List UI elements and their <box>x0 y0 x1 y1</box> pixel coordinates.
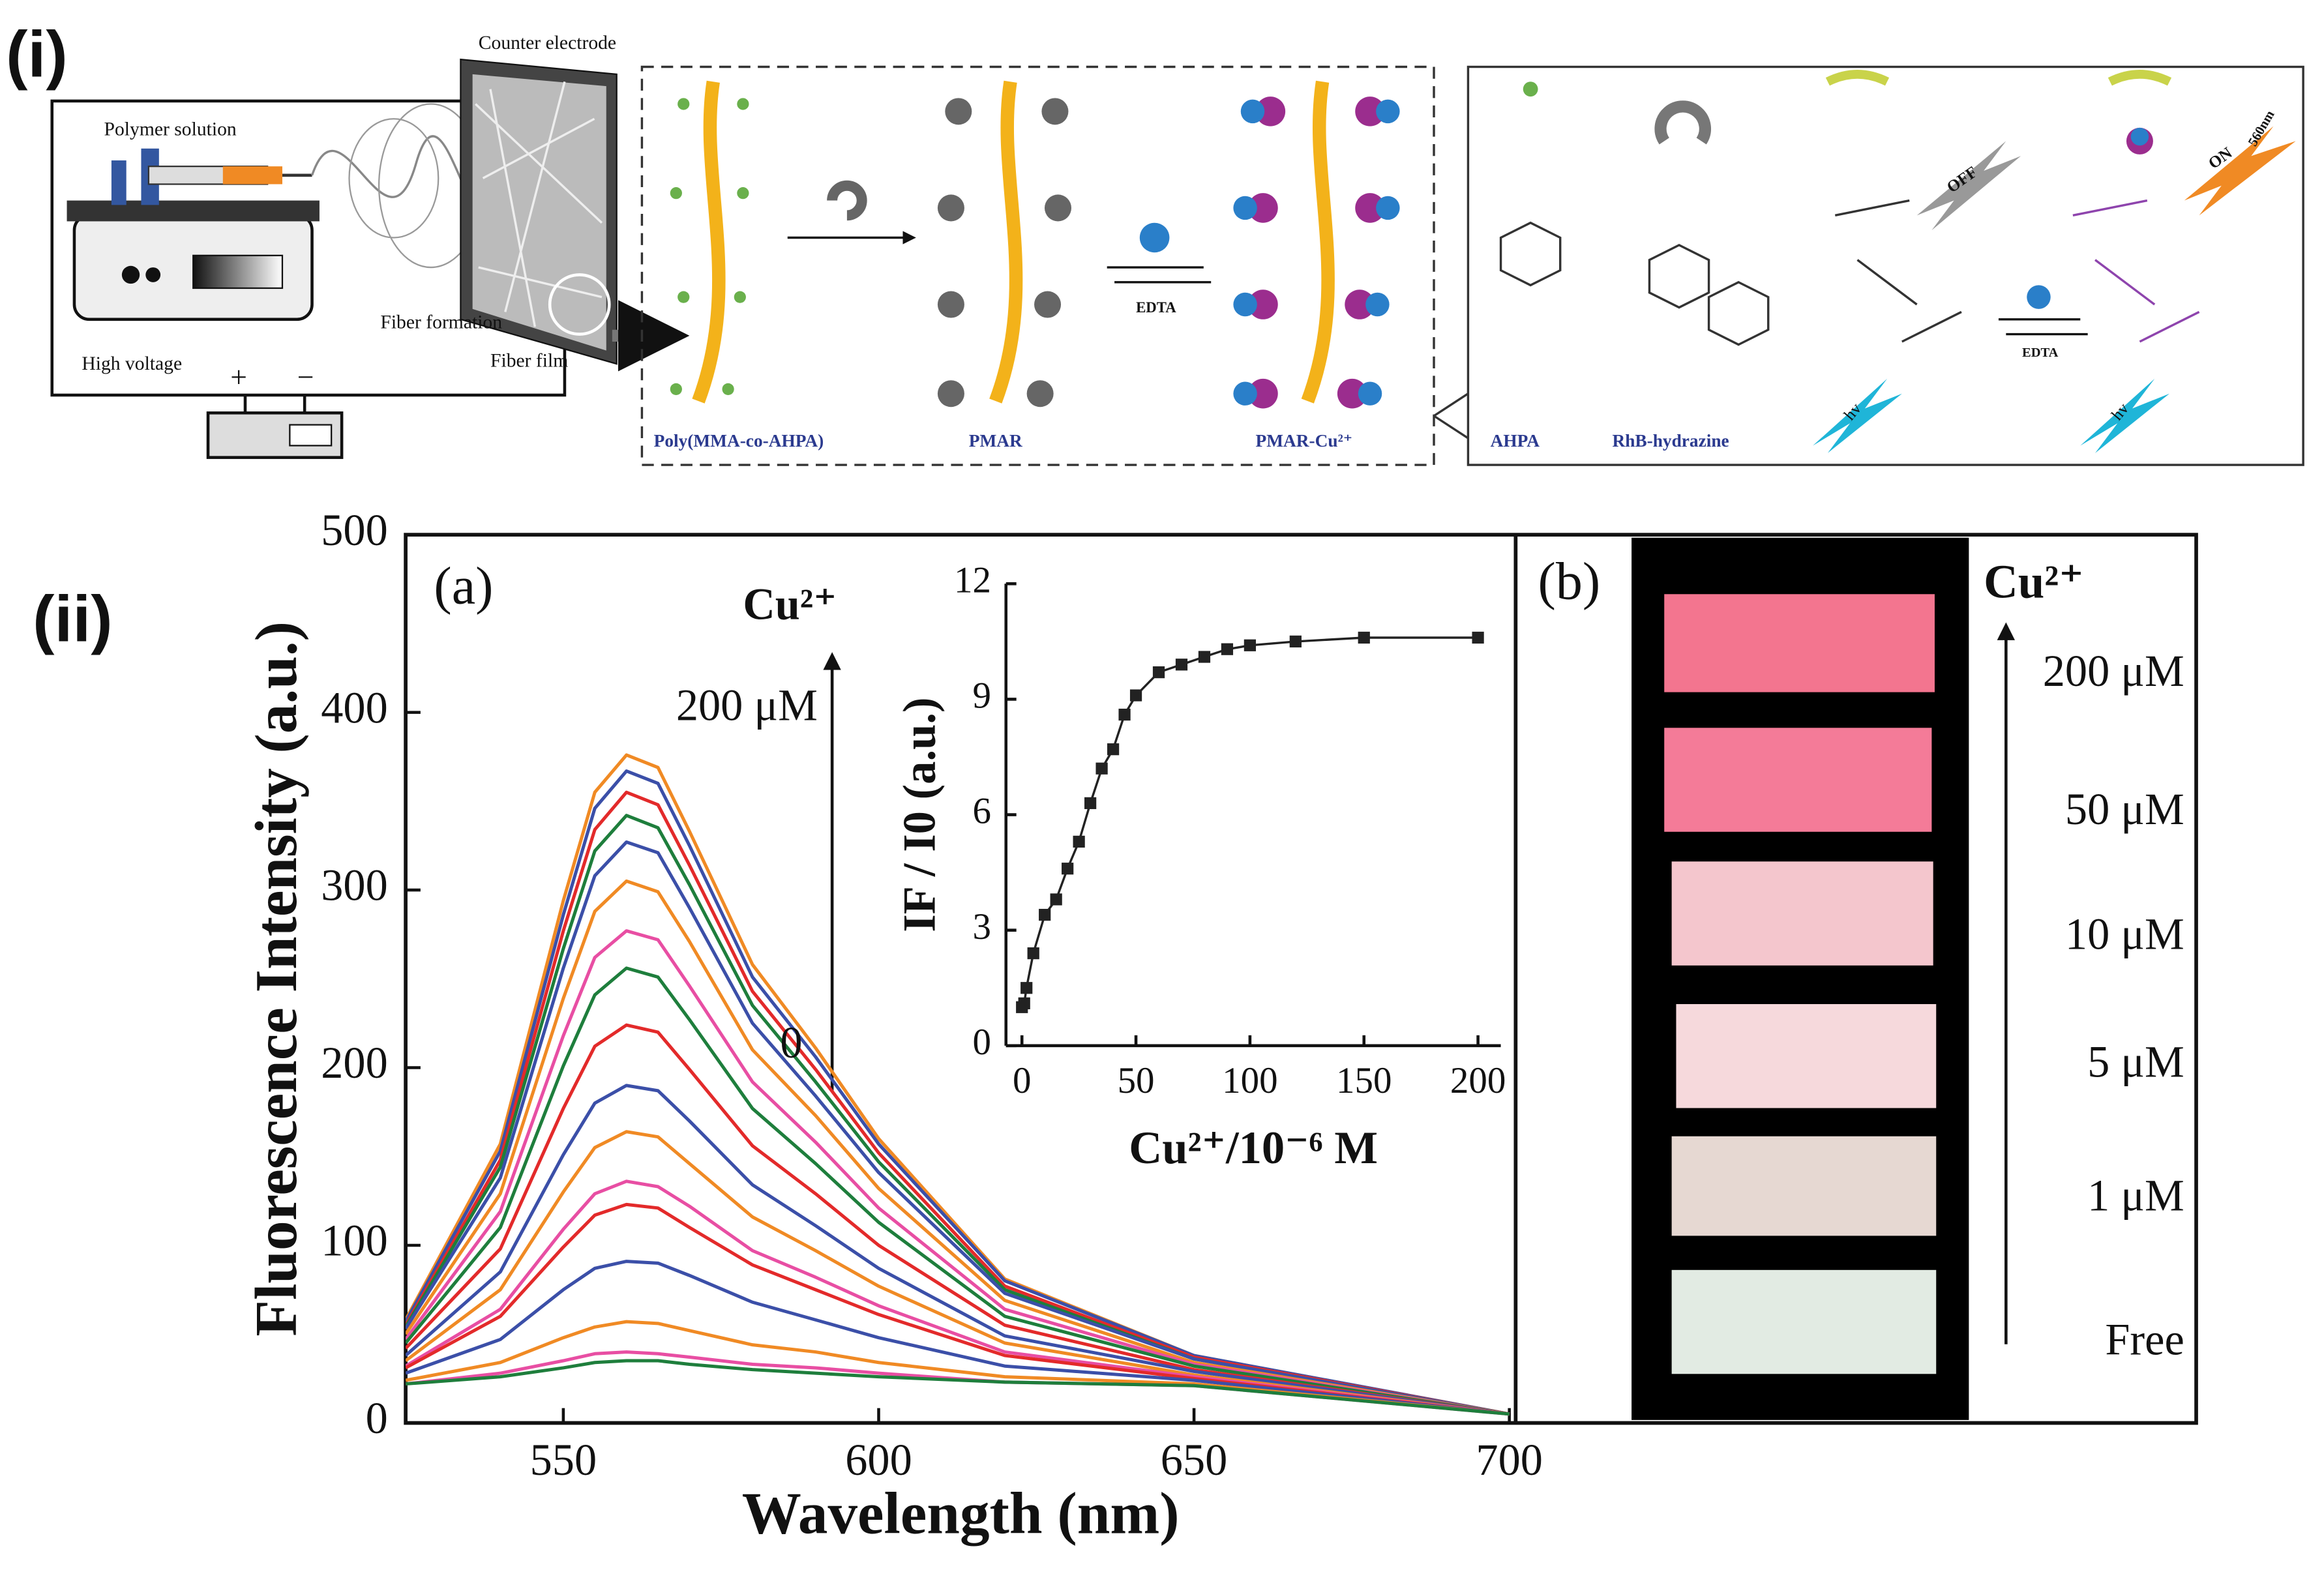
test-strip-photo <box>1631 537 1969 1420</box>
y-tick-label: 400 <box>321 683 388 732</box>
label: Fiber formation <box>380 312 502 333</box>
spectrum-line <box>406 1023 1510 1416</box>
y-tick-label: 300 <box>321 861 388 910</box>
spectrum-line <box>406 1130 1510 1416</box>
ion-label: Cu²⁺ <box>1984 555 2084 608</box>
spectrum-line <box>406 1260 1510 1416</box>
titration-line <box>1020 636 1478 1008</box>
marker <box>1129 689 1142 702</box>
spectrum-line <box>406 929 1510 1416</box>
y-tick-label: 0 <box>972 1022 991 1063</box>
structure-scheme: EDTA OFF ON 560nm hv hv AHPA RhB-hydrazi… <box>1433 65 2304 466</box>
x-tick-label: 150 <box>1336 1060 1392 1101</box>
annotation: (a) <box>434 556 493 615</box>
electrospinning-schematic: Polymer solution Counter electrode Fiber… <box>50 33 690 459</box>
spectrum-line <box>406 769 1510 1416</box>
x-tick-label: 200 <box>1450 1060 1506 1101</box>
spectrum-line <box>406 966 1510 1416</box>
marker <box>1221 643 1234 655</box>
label: PMAR <box>969 431 1022 451</box>
marker <box>1472 631 1484 644</box>
x-tick-label: 100 <box>1222 1060 1277 1101</box>
x-tick-label: 700 <box>1476 1435 1543 1485</box>
spectrum-line <box>406 1179 1510 1416</box>
x-axis-label: Cu²⁺/10⁻⁶ M <box>1129 1123 1378 1174</box>
spectrum-line <box>406 879 1510 1416</box>
levels: 200 μM 50 μM 10 μM 5 μM 1 μM Free <box>2043 646 2184 1364</box>
marker <box>1244 639 1257 651</box>
label: RhB-hydrazine <box>1612 431 1729 451</box>
y-tick-label: 6 <box>972 791 991 832</box>
panel-label: (b) <box>1538 552 1601 611</box>
y-tick-label: 9 <box>972 675 991 717</box>
annotation: 200 μM <box>676 681 818 730</box>
level-label: 200 μM <box>2043 646 2184 696</box>
marker <box>1039 908 1051 921</box>
x-tick-label: 650 <box>1161 1435 1228 1485</box>
y-tick-label: 12 <box>954 559 991 600</box>
marker <box>1084 797 1097 809</box>
marker <box>1062 863 1074 875</box>
x-axis-label: Wavelength (nm) <box>742 1480 1180 1546</box>
label: Polymer solution <box>104 119 237 140</box>
level-label: 10 μM <box>2065 909 2184 958</box>
marker <box>1175 659 1188 671</box>
marker <box>1018 997 1030 1009</box>
level-label: 50 μM <box>2065 784 2184 834</box>
marker <box>1289 635 1302 647</box>
marker <box>1107 743 1120 756</box>
y-axis-label: IF / I0 (a.u.) <box>895 697 946 932</box>
y-tick-label: 200 <box>321 1038 388 1088</box>
marker <box>1358 631 1370 644</box>
label: 560nm <box>2246 108 2278 149</box>
x-tick-label: 50 <box>1118 1060 1155 1101</box>
level-label: 5 μM <box>2087 1037 2184 1086</box>
plot-frame <box>404 533 2198 1425</box>
label: − <box>297 361 314 394</box>
label: EDTA <box>2022 346 2059 360</box>
level-label: 1 μM <box>2087 1170 2184 1220</box>
label: High voltage <box>82 353 182 374</box>
y-axis-label: Fluorescence Intensity (a.u.) <box>243 621 309 1337</box>
label: Poly(MMA-co-AHPA) <box>654 431 824 451</box>
marker <box>1095 762 1108 775</box>
marker <box>1198 651 1211 663</box>
label: EDTA <box>1136 299 1176 316</box>
marker <box>1152 666 1165 679</box>
marker <box>1118 708 1131 721</box>
spectrum-line <box>406 790 1510 1416</box>
spectrum-line <box>406 814 1510 1416</box>
label: AHPA <box>1491 431 1540 451</box>
label: Fiber film <box>490 351 568 372</box>
y-tick-label: 3 <box>972 906 991 947</box>
part-label: (i) <box>6 18 68 91</box>
level-label: Free <box>2105 1314 2184 1364</box>
polymer-scheme: EDTA Poly(MMA-co-AHPA) PMAR PMAR-Cu²⁺ <box>640 65 1435 466</box>
y-tick-label: 100 <box>321 1216 388 1266</box>
spectrum-line <box>406 1202 1510 1416</box>
annotation: 0 <box>780 1018 802 1067</box>
marker <box>1073 835 1085 848</box>
marker <box>1027 947 1039 960</box>
label: + <box>230 361 247 394</box>
marker <box>1050 893 1062 906</box>
y-tick-label: 500 <box>321 505 388 555</box>
spectrum-line <box>406 1084 1510 1416</box>
annotation: Cu²⁺ <box>743 580 837 629</box>
label: PMAR-Cu²⁺ <box>1256 431 1353 451</box>
spectrum-line <box>406 1320 1510 1416</box>
x-tick-label: 550 <box>530 1435 597 1485</box>
spectrum-line <box>406 1359 1510 1416</box>
spectrum-line <box>406 840 1510 1416</box>
part-label: (ii) <box>33 582 113 655</box>
label: Counter electrode <box>479 33 616 53</box>
x-tick-label: 0 <box>1013 1060 1031 1101</box>
series-group <box>406 753 1510 1416</box>
marker <box>1020 982 1033 994</box>
x-tick-label: 600 <box>845 1435 912 1485</box>
y-tick-label: 0 <box>366 1393 388 1443</box>
